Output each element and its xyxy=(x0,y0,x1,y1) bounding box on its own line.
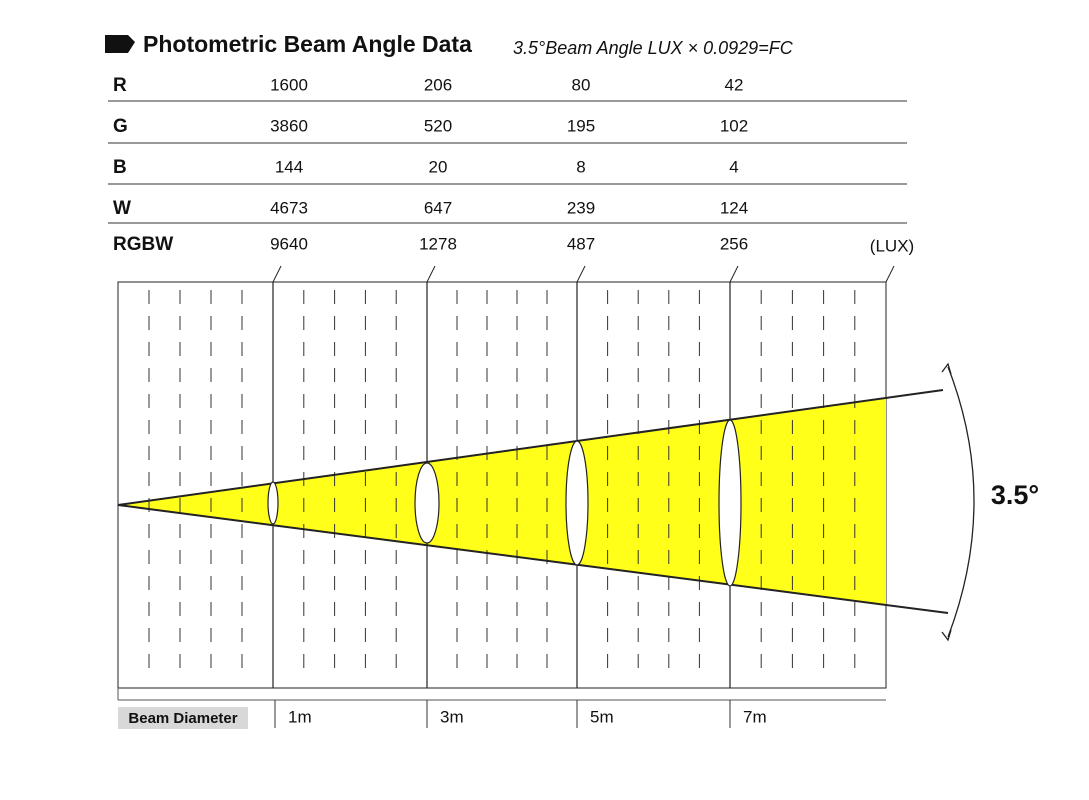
slash xyxy=(885,265,895,283)
slash xyxy=(576,265,586,283)
beam-edge xyxy=(117,504,949,614)
row-label: W xyxy=(113,198,131,219)
cell: 647 xyxy=(424,198,452,217)
beam-section xyxy=(565,440,589,566)
angle-arc xyxy=(947,366,975,638)
cell: 8 xyxy=(576,157,585,176)
cell: 239 xyxy=(567,198,595,217)
beam-section xyxy=(267,481,279,525)
diagram: 1m 3m 5m 7m xyxy=(117,265,975,728)
arrow xyxy=(941,362,952,375)
row-label: B xyxy=(113,157,127,178)
cell: 9640 xyxy=(270,234,308,253)
table: R 1600 206 80 42 G 3860 520 195 102 B 144 20 8 4 W 4673 6… xyxy=(108,75,907,255)
cell: 3860 xyxy=(270,116,308,135)
distance-label: 3m xyxy=(440,707,464,726)
cell: 144 xyxy=(275,157,303,176)
arrow xyxy=(941,629,952,642)
row-label: RGBW xyxy=(113,234,173,255)
row-label: G xyxy=(113,116,128,137)
footer-label: Beam Diameter xyxy=(128,710,237,727)
beam xyxy=(118,398,886,605)
title: Photometric Beam Angle Data xyxy=(143,31,472,57)
cell: 124 xyxy=(720,198,748,217)
cell: 195 xyxy=(567,116,595,135)
cell: 42 xyxy=(725,75,744,94)
cell: 1278 xyxy=(419,234,457,253)
slash xyxy=(272,265,282,283)
slash xyxy=(729,265,739,283)
cell: 487 xyxy=(567,234,595,253)
slash xyxy=(426,265,436,283)
cell: 4673 xyxy=(270,198,308,217)
title-tag xyxy=(105,35,135,53)
cell: 102 xyxy=(720,116,748,135)
distance-label: 1m xyxy=(288,707,312,726)
distance-label: 7m xyxy=(743,707,767,726)
cell: 520 xyxy=(424,116,452,135)
cell: 80 xyxy=(572,75,591,94)
beam-section xyxy=(718,419,742,587)
distance-label: 5m xyxy=(590,707,614,726)
unit: (LUX) xyxy=(870,236,914,255)
cell: 1600 xyxy=(270,75,308,94)
cell: 206 xyxy=(424,75,452,94)
angle-label: 3.5° xyxy=(991,480,1039,510)
footer-box xyxy=(118,707,248,729)
subtitle: 3.5°Beam Angle LUX × 0.0929=FC xyxy=(513,38,794,58)
cell: 256 xyxy=(720,234,748,253)
row-label: R xyxy=(113,75,127,96)
cell: 4 xyxy=(729,157,738,176)
beam-section xyxy=(414,462,440,544)
beam-edge xyxy=(117,389,944,506)
cell: 20 xyxy=(429,157,448,176)
